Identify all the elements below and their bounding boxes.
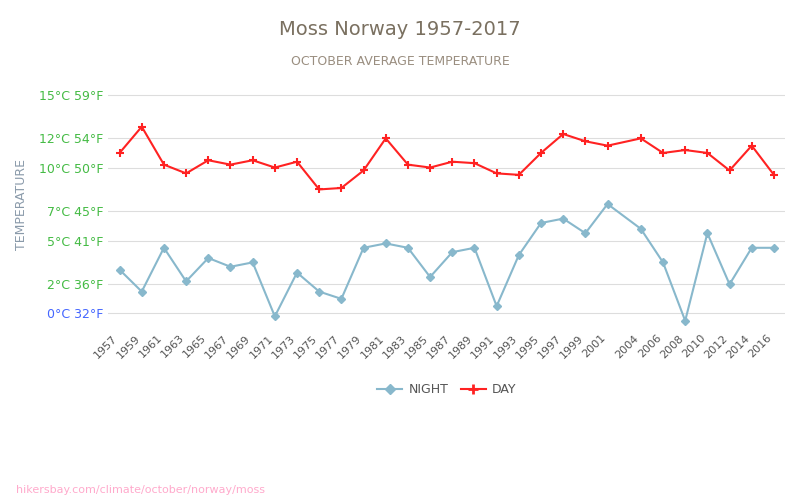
Legend: NIGHT, DAY: NIGHT, DAY [372,378,522,401]
Text: OCTOBER AVERAGE TEMPERATURE: OCTOBER AVERAGE TEMPERATURE [290,55,510,68]
Y-axis label: TEMPERATURE: TEMPERATURE [15,158,28,250]
Text: Moss Norway 1957-2017: Moss Norway 1957-2017 [279,20,521,39]
Text: hikersbay.com/climate/october/norway/moss: hikersbay.com/climate/october/norway/mos… [16,485,265,495]
